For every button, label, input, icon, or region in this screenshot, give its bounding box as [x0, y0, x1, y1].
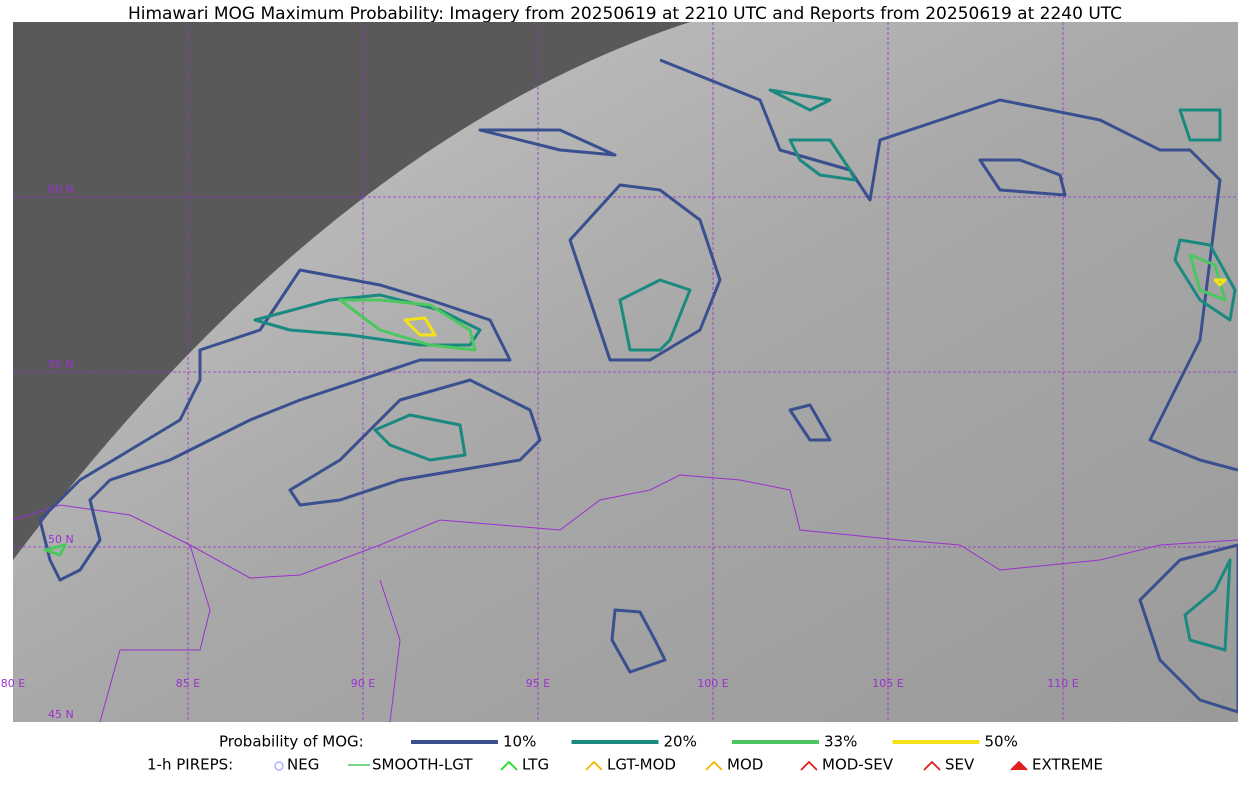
title: Himawari MOG Maximum Probability: Imager…: [128, 4, 1122, 24]
lat-label: 55 N: [48, 358, 74, 371]
borders: [13, 474, 1238, 722]
pirep-icon: [585, 760, 603, 771]
lon-label: 110 E: [1047, 677, 1078, 690]
lon-label: 100 E: [697, 677, 728, 690]
legend-entry: 33%: [824, 733, 857, 751]
graticule: [13, 22, 1238, 722]
pirep-entry: SMOOTH-LGT: [372, 756, 473, 774]
contours: [38, 58, 1238, 714]
pirep-entry: SEV: [945, 756, 975, 774]
pirep-entry: MOD-SEV: [822, 756, 894, 774]
lon-label: 105 E: [872, 677, 903, 690]
legend-entry: 20%: [664, 733, 697, 751]
pirep-icon: [923, 760, 941, 771]
pirep-entry: EXTREME: [1032, 756, 1103, 774]
legend: Probability of MOG: 1-h PIREPS: 10% 20% 33…: [147, 733, 1103, 774]
probability-legend-label: Probability of MOG:: [219, 733, 364, 751]
legend-entry: 10%: [503, 733, 536, 751]
pirep-icon: [500, 760, 518, 771]
lon-label: 80 E: [1, 677, 25, 690]
lat-label: 50 N: [48, 533, 74, 546]
pireps-legend-label: 1-h PIREPS:: [147, 756, 233, 774]
lat-label: 45 N: [48, 708, 74, 721]
pirep-icon: [705, 760, 723, 771]
pirep-entry: NEG: [287, 756, 319, 774]
pirep-entry: LGT-MOD: [607, 756, 676, 774]
lat-label: 60 N: [48, 183, 74, 196]
pirep-icon: [1010, 760, 1028, 771]
geo-labels: 60 N 55 N 50 N 45 N 80 E 85 E 90 E 95 E 100 E 105…: [1, 183, 1079, 721]
pirep-entry: MOD: [727, 756, 763, 774]
lon-label: 85 E: [176, 677, 200, 690]
pirep-entry: LTG: [522, 756, 549, 774]
legend-entry: 50%: [985, 733, 1018, 751]
pirep-icon: [274, 761, 284, 771]
lon-label: 95 E: [526, 677, 550, 690]
map: [13, 22, 1238, 722]
space: [13, 22, 690, 560]
lon-label: 90 E: [351, 677, 375, 690]
pirep-icon: [800, 760, 818, 771]
